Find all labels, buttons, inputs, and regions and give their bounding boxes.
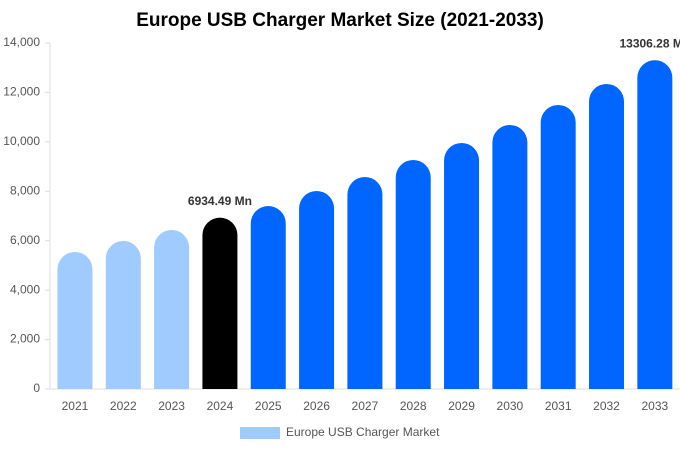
bar [347,176,383,389]
bar [250,205,286,389]
y-tick-label: 14,000 [3,35,40,49]
x-tick-label: 2029 [448,399,475,413]
x-tick-label: 2021 [62,399,89,413]
x-tick-label: 2025 [255,399,282,413]
y-tick-label: 4,000 [10,282,40,296]
x-tick-label: 2027 [352,399,379,413]
bar [57,251,93,389]
bar [444,142,480,389]
x-tick-label: 2026 [303,399,330,413]
y-tick-label: 6,000 [10,233,40,247]
x-tick-label: 2032 [593,399,620,413]
x-tick-label: 2030 [497,399,524,413]
bar [540,104,576,390]
y-tick-label: 10,000 [3,134,40,148]
y-tick-label: 2,000 [10,332,40,346]
value-label: 13306.28 Mn [619,36,680,50]
x-tick-label: 2033 [641,399,668,413]
bar [202,217,238,389]
chart-title: Europe USB Charger Market Size (2021-203… [136,10,544,31]
y-tick-label: 0 [33,381,40,395]
value-label: 6934.49 Mn [188,194,252,208]
x-tick-label: 2022 [110,399,137,413]
bar [154,229,190,389]
bar [105,240,141,389]
y-tick-label: 12,000 [3,85,40,99]
bar [637,60,673,389]
legend-label: Europe USB Charger Market [286,425,440,439]
bar [395,159,431,389]
x-tick-label: 2031 [545,399,572,413]
x-tick-label: 2028 [400,399,427,413]
legend-swatch [240,427,280,439]
y-tick-label: 8,000 [10,183,40,197]
x-tick-label: 2024 [207,399,234,413]
bar [492,124,528,389]
x-tick-label: 2023 [158,399,185,413]
bar [299,190,335,389]
bar [589,83,625,389]
